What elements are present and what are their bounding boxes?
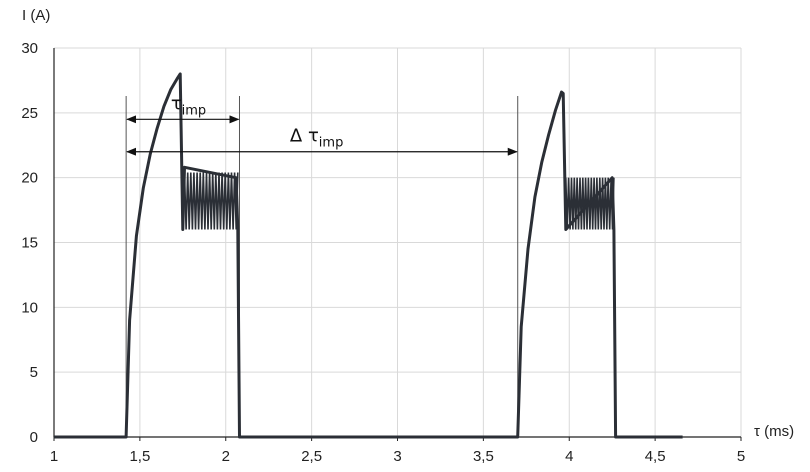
x-tick-label-5: 3,5 xyxy=(473,448,494,465)
annotation-label-1: Δ τimp xyxy=(290,126,343,151)
y-axis-label: I (A) xyxy=(22,7,50,24)
y-tick-label-0: 0 xyxy=(30,429,38,446)
y-tick-label-6: 30 xyxy=(21,40,38,57)
x-tick-label-7: 4,5 xyxy=(645,448,666,465)
y-tick-label-4: 20 xyxy=(21,170,38,187)
y-tick-label-2: 10 xyxy=(21,299,38,316)
x-tick-label-6: 4 xyxy=(565,448,573,465)
x-tick-label-3: 2,5 xyxy=(301,448,322,465)
x-axis-label: τ (ms) xyxy=(754,423,794,440)
x-tick-label-0: 1 xyxy=(50,448,58,465)
tick-labels: 1 1,5 2 2,5 3 3,5 4 4,5 5 0 5 10 15 20 25 30 xyxy=(21,40,745,465)
grid-lines xyxy=(54,47,742,437)
x-tick-label-4: 3 xyxy=(393,448,401,465)
annotation-label-0: τimp xyxy=(171,93,206,118)
y-tick-label-1: 5 xyxy=(30,364,38,381)
oscillation-band-0 xyxy=(183,172,239,230)
series-line-0 xyxy=(54,72,683,439)
x-tick-label-8: 5 xyxy=(737,448,745,465)
oscillation-band-1 xyxy=(565,177,615,230)
x-tick-label-2: 2 xyxy=(222,448,230,465)
x-tick-label-1: 1,5 xyxy=(129,448,150,465)
y-tick-label-5: 25 xyxy=(21,105,38,122)
y-tick-label-3: 15 xyxy=(21,235,38,252)
annotations: τimp Δ τimp xyxy=(126,93,518,156)
series-group xyxy=(54,72,683,439)
